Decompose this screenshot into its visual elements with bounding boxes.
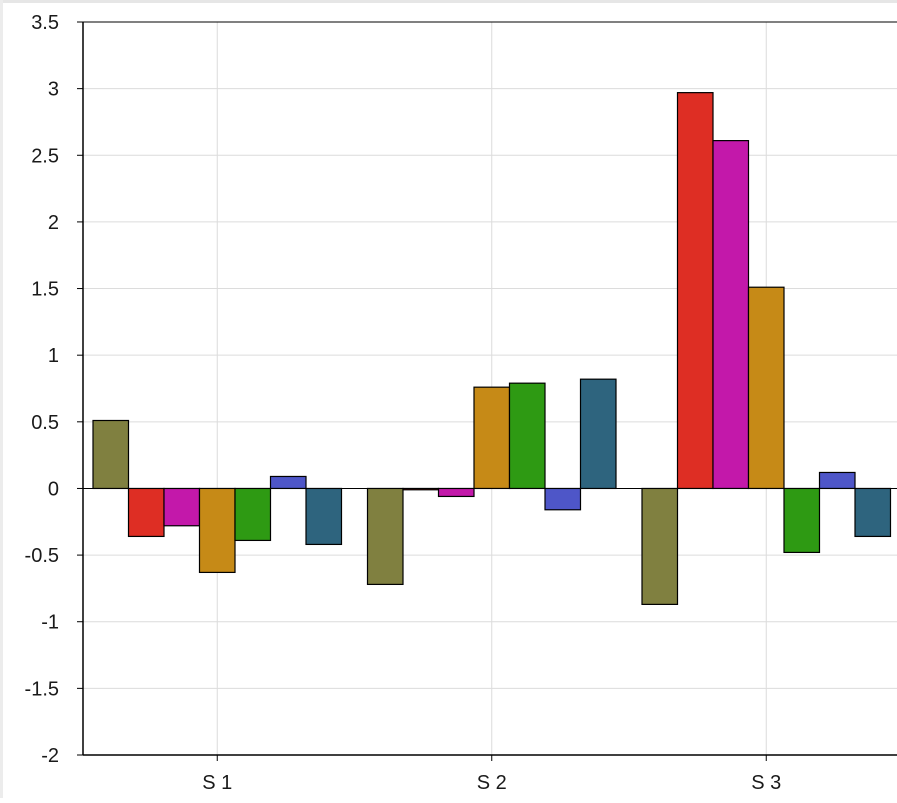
bar bbox=[676, 92, 714, 490]
bar bbox=[473, 386, 511, 490]
bar bbox=[198, 487, 236, 574]
y-tick-label: 3.5 bbox=[31, 12, 59, 34]
x-tick-label: S 2 bbox=[477, 772, 507, 794]
bar bbox=[641, 487, 679, 606]
bar bbox=[269, 475, 307, 490]
bar bbox=[508, 382, 546, 490]
y-tick-label: 0 bbox=[48, 478, 59, 500]
y-tick-label: -1 bbox=[41, 612, 59, 634]
bar bbox=[712, 140, 750, 490]
y-tick-label: -1.5 bbox=[25, 678, 59, 700]
bar bbox=[163, 487, 201, 527]
bar bbox=[234, 487, 272, 542]
bar bbox=[127, 487, 165, 538]
bar bbox=[366, 487, 404, 586]
y-tick-label: -2 bbox=[41, 745, 59, 767]
bar bbox=[437, 487, 475, 498]
bar bbox=[579, 378, 617, 490]
bar bbox=[305, 487, 343, 546]
x-tick-label: S 3 bbox=[751, 772, 781, 794]
y-tick-label: 0.5 bbox=[31, 412, 59, 434]
y-tick-label: 2 bbox=[48, 212, 59, 234]
top-border bbox=[0, 0, 897, 3]
bar bbox=[544, 487, 582, 511]
left-border bbox=[0, 0, 3, 798]
y-tick-label: 1 bbox=[48, 345, 59, 367]
y-tick-label: 2.5 bbox=[31, 145, 59, 167]
bar bbox=[818, 471, 856, 490]
y-tick-label: -0.5 bbox=[25, 545, 59, 567]
bar bbox=[783, 487, 821, 554]
x-tick-label: S 1 bbox=[202, 772, 232, 794]
y-tick-label: 3 bbox=[48, 79, 59, 101]
y-tick-label: 1.5 bbox=[31, 279, 59, 301]
bar bbox=[92, 419, 130, 490]
bar bbox=[747, 286, 785, 490]
bar bbox=[854, 487, 892, 538]
